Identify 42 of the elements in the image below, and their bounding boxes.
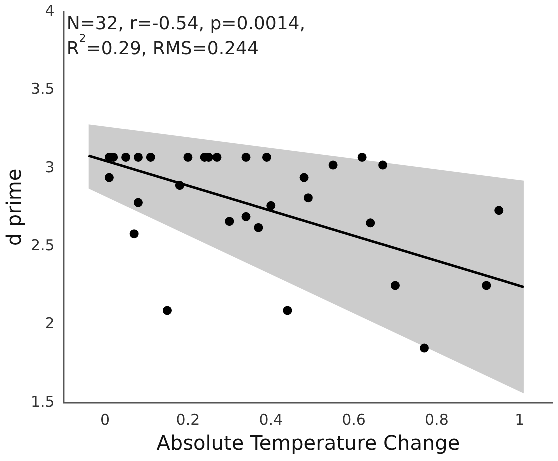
y-tick-label: 2 (45, 314, 55, 333)
x-axis-title: Absolute Temperature Change (156, 431, 460, 456)
point (300, 173, 309, 182)
point (420, 344, 429, 353)
y-tick-label: 3.5 (30, 80, 55, 98)
point (328, 160, 338, 170)
point (184, 152, 193, 162)
point (283, 306, 292, 316)
point (225, 217, 234, 226)
annotation: N=32, r=-0.54, p=0.0014, (66, 14, 306, 35)
y-tick-label: 2.5 (30, 236, 55, 254)
point (262, 152, 272, 162)
point (358, 152, 367, 162)
point (390, 281, 400, 290)
y-tick-label: 3 (45, 158, 55, 176)
x-tick-label: 0.2 (176, 410, 200, 429)
y-tick-label: 4 (45, 2, 55, 20)
point (146, 152, 156, 162)
point (122, 152, 131, 162)
point (104, 173, 114, 182)
point (304, 194, 313, 203)
point (134, 198, 143, 208)
point (494, 206, 504, 216)
point (130, 230, 139, 239)
y-axis-title: d prime (2, 168, 26, 246)
x-tick-label: 0.4 (259, 410, 284, 429)
point (175, 181, 184, 190)
point (162, 306, 172, 316)
point (242, 212, 251, 222)
x-tick-label: 0.6 (342, 410, 366, 429)
point (242, 152, 251, 162)
x-tick-label: 1 (515, 410, 525, 429)
point (266, 201, 276, 210)
point (212, 152, 222, 162)
point (254, 223, 264, 232)
point (378, 160, 388, 170)
x-tick-label: 0 (100, 410, 110, 429)
x-tick-label: 0.8 (425, 410, 449, 429)
point (134, 152, 143, 162)
point (482, 281, 492, 290)
point (366, 218, 376, 228)
y-tick-label: 1.5 (30, 392, 55, 411)
